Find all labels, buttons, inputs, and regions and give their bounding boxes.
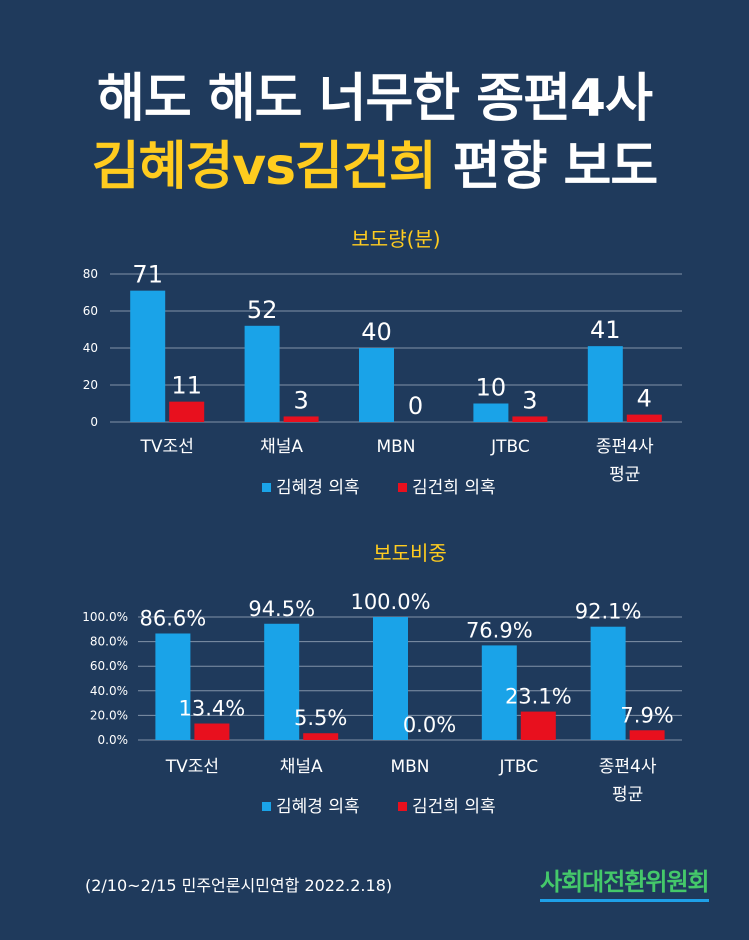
- chart-1-legend-swatch: [398, 802, 407, 811]
- chart-0-category-label-line: MBN: [376, 437, 415, 457]
- chart-0-bar-kimhyekyung: [359, 348, 394, 422]
- chart-0-bar-kimhyekyung: [244, 325, 280, 422]
- chart-1-category-label: MBN: [390, 757, 429, 777]
- chart-0-data-label: 52: [247, 296, 278, 324]
- chart-0-ytick-label: 0: [90, 415, 98, 429]
- chart-1-category-label-line: TV조선: [165, 757, 219, 777]
- chart-0-category-label-line: TV조선: [140, 437, 194, 457]
- organization-logo-text: 사회대전환위원회: [540, 862, 710, 902]
- chart-0-legend-swatch: [398, 483, 407, 492]
- headline-line-1: 해도 해도 너무한 종편4사: [97, 69, 653, 129]
- chart-1-bar-kimhyekyung: [155, 633, 191, 740]
- chart-1-ytick-label: 60.0%: [90, 659, 128, 673]
- chart-1-bar-kimkeonhee: [303, 733, 339, 740]
- chart-1-ytick-label: 0.0%: [98, 733, 129, 747]
- chart-0-data-label: 11: [171, 372, 202, 400]
- chart-0-legend-label: 김혜경 의혹: [276, 478, 360, 498]
- chart-1-bar-kimkeonhee: [520, 711, 556, 740]
- source-note: (2/10~2/15 민주언론시민연합 2022.2.18): [85, 876, 393, 895]
- chart-1-data-label: 94.5%: [248, 597, 315, 621]
- chart-0-bar-kimhyekyung: [130, 290, 166, 422]
- chart-0-bar-kimkeonhee: [283, 416, 319, 422]
- chart-0-ytick-label: 80: [83, 267, 98, 281]
- chart-1-category-label-line: 평균: [612, 785, 643, 805]
- chart-1-bar-kimhyekyung: [590, 626, 626, 740]
- chart-0-title: 보도량(분): [351, 227, 440, 251]
- chart-1-data-label: 100.0%: [350, 590, 430, 614]
- chart-1-data-label: 5.5%: [294, 706, 347, 730]
- chart-1-bar-kimhyekyung: [264, 623, 300, 740]
- chart-1-legend-label: 김혜경 의혹: [276, 797, 360, 817]
- chart-1-bar-kimkeonhee: [194, 723, 230, 740]
- chart-1-ytick-label: 80.0%: [90, 635, 128, 649]
- chart-0-bar-kimhyekyung: [473, 403, 509, 422]
- chart-0-category-label-line: 채널A: [260, 437, 303, 457]
- chart-1-bar-kimhyekyung: [481, 645, 517, 740]
- headline-line-2: 김혜경vs김건희 편향 보도: [0, 124, 749, 199]
- chart-1-bar-kimkeonhee: [629, 730, 665, 740]
- chart-1-legend-swatch: [262, 802, 271, 811]
- chart-0-bar-kimhyekyung: [587, 346, 623, 422]
- chart-0-data-label: 3: [293, 386, 308, 414]
- chart-1-ytick-label: 100.0%: [82, 610, 128, 624]
- chart-1-data-label: 13.4%: [179, 697, 246, 721]
- chart-1-category-label-line: JTBC: [498, 757, 538, 777]
- chart-1-legend-label: 김건희 의혹: [412, 797, 496, 817]
- chart-1-data-label: 76.9%: [466, 618, 533, 642]
- chart-0-category-label: JTBC: [490, 437, 530, 457]
- chart-0-bar-kimkeonhee: [512, 416, 548, 422]
- chart-1-ytick-label: 40.0%: [90, 684, 128, 698]
- chart-1-category-label: JTBC: [498, 757, 538, 777]
- chart-1-bar-kimhyekyung: [373, 617, 408, 740]
- chart-0-category-label-line: 평균: [609, 465, 640, 485]
- chart-0-ytick-label: 40: [83, 341, 98, 355]
- chart-0-category-label: TV조선: [140, 437, 194, 457]
- chart-0-legend-swatch: [262, 483, 271, 492]
- chart-1-data-label: 86.6%: [140, 606, 207, 630]
- chart-0-data-label: 4: [637, 385, 652, 413]
- headline-rest: 편향 보도: [452, 137, 658, 197]
- chart-0-category-label-line: 종편4사: [596, 437, 654, 457]
- chart-0-bar-kimkeonhee: [169, 401, 205, 422]
- chart-1-data-label: 0.0%: [403, 713, 456, 737]
- chart-1-ytick-label: 20.0%: [90, 708, 128, 722]
- chart-0-data-label: 0: [408, 392, 423, 420]
- chart-1-category-label-line: 채널A: [280, 757, 323, 777]
- chart-1-data-label: 23.1%: [505, 685, 572, 709]
- chart-0-data-label: 41: [590, 316, 621, 344]
- chart-0-bar-kimkeonhee: [626, 414, 662, 422]
- chart-1-data-label: 92.1%: [575, 600, 642, 624]
- chart-1-category-label-line: MBN: [390, 757, 429, 777]
- chart-1-data-label: 7.9%: [620, 703, 673, 727]
- chart-1-title: 보도비중: [373, 541, 447, 565]
- chart-1-category-label-line: 종편4사: [599, 757, 657, 777]
- chart-0-category-label: MBN: [376, 437, 415, 457]
- chart-0-data-label: 10: [476, 374, 507, 402]
- chart-0-data-label: 40: [361, 318, 392, 346]
- chart-0-data-label: 3: [522, 386, 537, 414]
- chart-1-category-label: TV조선: [165, 757, 219, 777]
- chart-0-legend-label: 김건희 의혹: [412, 478, 496, 498]
- headline-highlight: 김혜경vs김건희: [91, 137, 437, 197]
- chart-0-ytick-label: 20: [83, 378, 98, 392]
- chart-0-category-label: 채널A: [260, 437, 303, 457]
- chart-0-data-label: 71: [132, 261, 163, 289]
- chart-0-category-label-line: JTBC: [490, 437, 530, 457]
- chart-0-ytick-label: 60: [83, 304, 98, 318]
- chart-1-category-label: 채널A: [280, 757, 323, 777]
